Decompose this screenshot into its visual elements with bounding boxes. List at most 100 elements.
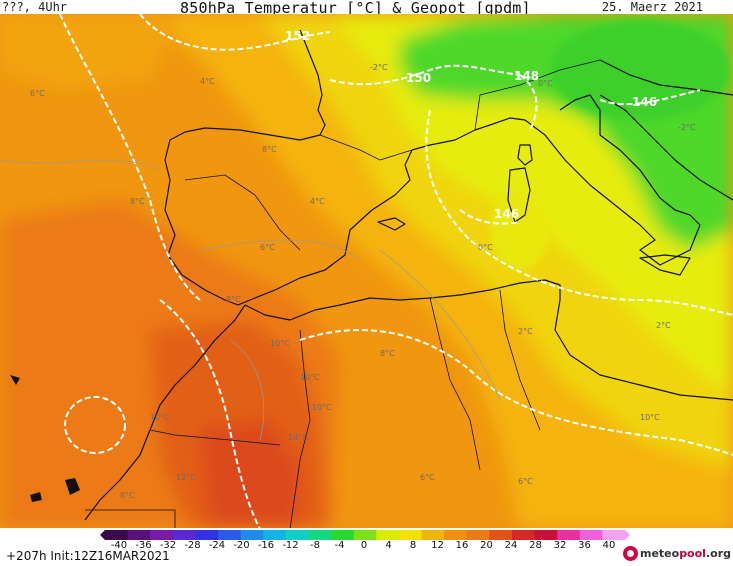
legend-tick-label: -32 [159,540,177,551]
legend-tick-label: 20 [480,540,493,551]
temp-label: 8°C [226,295,241,304]
legend-tick-label: 0 [360,540,368,551]
legend-tick-label: 24 [504,540,518,551]
legend-swatch [105,530,129,540]
coast-corsica [517,144,533,166]
coast-morocco-atlantic [84,304,246,521]
coast-iberia [164,127,413,306]
legend-swatch [466,530,490,540]
geopot-line-146-east [599,89,701,106]
legend-swatch [172,530,196,540]
temp-label: 6°C [260,243,275,252]
temperature-labels: -2°C 0°C -2°C 4°C 6°C 8°C 8°C 4°C 6°C 0°… [30,63,696,500]
geopot-line-south [299,329,733,456]
date-label: 25. Maerz 2021 [601,0,703,14]
temp-label: 8°C [120,491,135,500]
geopotential-labels: 152 150 148 146 146 [285,29,657,221]
legend-swatch [150,530,174,540]
temp-label: -2°C [370,63,388,72]
temp-label: 10°C [270,339,290,348]
legend-swatch [398,530,423,540]
geopot-line-152 [139,14,331,51]
legend-tick-label: -28 [184,540,201,551]
coast-italy [524,94,701,266]
logo-accent: pool [679,546,706,560]
legend-tick-label: 4 [385,540,392,551]
geopot-label: 150 [406,71,431,85]
legend-swatch [534,530,558,540]
logo-text: meteopool.org [640,547,731,560]
borders [85,59,601,529]
coast-sicily [639,254,691,276]
legend-swatch [511,530,536,540]
temperature-isolines [0,159,501,441]
coast-sardinia [507,167,531,223]
logo-tld: .org [705,546,731,560]
temp-label: -2°C [678,123,696,132]
canary-islands [10,375,80,502]
temp-label: 2°C [518,327,533,336]
legend-tick-label: 16 [455,540,469,551]
temp-label: 8°C [262,145,277,154]
legend-swatch [376,530,400,540]
coast-balearic [377,217,406,231]
legend-tick-label: 12 [431,540,444,551]
geopot-line-152-west [59,14,201,301]
temp-label: 8°C [380,349,395,358]
legend-swatch [444,530,468,540]
geopot-label: 146 [494,207,519,221]
geopot-low-atlantic [64,396,126,454]
geopot-label: 148 [514,69,539,83]
temperature-map: 152 150 148 146 146 -2°C 0°C -2°C 4°C 6°… [0,14,733,529]
field-green-core [550,20,730,120]
meteopool-logo-icon [622,545,638,561]
footer: -40 -36 -32 -28 -24 -20 -16 -12 -8 -4 0 4 8 12 16 20 24 2… [0,528,733,566]
geopot-label: 152 [285,29,310,43]
temp-label: 2°C [656,321,671,330]
legend-swatch [263,530,287,540]
legend-swatch [285,530,309,540]
temp-label: 6°C [420,473,435,482]
temp-label: 6°C [518,477,533,486]
legend-swatch [579,530,603,540]
legend-tick-label: -4 [334,540,345,551]
field-cool-north [0,14,180,90]
field-hot-core [200,420,300,529]
legend-arrow-right [625,530,630,540]
legend-swatch [353,530,377,540]
legend-tick-label: -40 [110,540,128,551]
map-title: 850hPa Temperatur [°C] & Geopot [gpdm] [180,0,531,17]
temp-label: 8°C [130,197,145,206]
header: ???, 4Uhr 850hPa Temperatur [°C] & Geopo… [0,0,733,18]
time-label: ???, 4Uhr [2,0,68,14]
geopot-line-south2 [159,299,261,529]
legend-tick-label: 40 [602,540,616,551]
temp-label: 0°C [478,243,493,252]
legend-swatch [602,530,626,540]
legend-tick-label: -8 [310,540,320,551]
geopotential-contours [59,14,733,529]
legend-swatch [421,530,445,540]
temp-label: 10°C [300,373,320,382]
legend-tick-label: -20 [233,540,250,551]
temp-label: 4°C [200,77,215,86]
run-info: +207h Init:12Z16MAR2021 [6,549,170,563]
temp-label: 0°C [538,79,553,88]
legend-tick-label: 36 [578,540,591,551]
legend-swatch [240,530,264,540]
field-yellow-sardinia [490,190,550,270]
temp-label: 4°C [310,197,325,206]
coast-adriatic [599,94,733,201]
coast-balkans [599,59,733,96]
temp-label: 10°C [312,403,332,412]
legend-ticks: -40 -36 -32 -28 -24 -20 -16 -12 -8 -4 0 4 8 12 16 20 24 2… [104,540,634,554]
coastlines [84,29,733,521]
temp-label: 14°C [288,433,308,442]
legend-swatch [557,530,581,540]
legend-tick-label: -36 [135,540,152,551]
legend-swatch [127,530,151,540]
temp-label: 6°C [30,89,45,98]
legend-tick-label: 32 [553,540,567,551]
legend-swatch [218,530,242,540]
geopot-line-148 [519,74,538,131]
